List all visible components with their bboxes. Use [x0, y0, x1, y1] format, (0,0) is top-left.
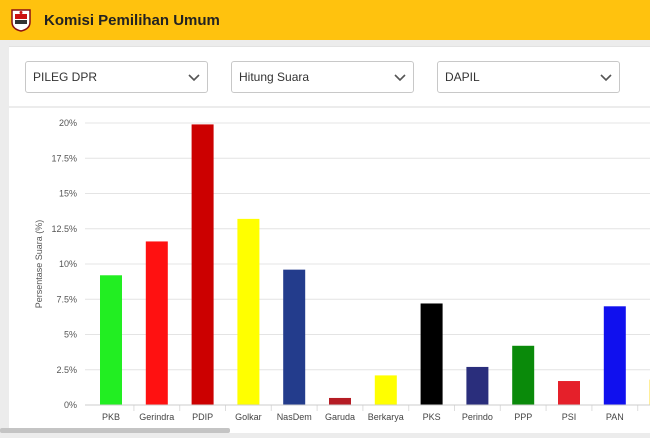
election-type-value: PILEG DPR	[33, 70, 97, 84]
bar-berkarya	[375, 375, 397, 405]
y-tick-label: 10%	[59, 259, 77, 269]
y-tick-label: 12.5%	[51, 224, 77, 234]
bar-pks	[421, 303, 443, 405]
x-tick-label: PAN	[606, 412, 624, 422]
bar-garuda	[329, 398, 351, 405]
y-axis-label: Persentase Suara (%)	[34, 220, 44, 309]
kpu-logo-icon	[10, 8, 32, 32]
y-tick-label: 5%	[64, 330, 77, 340]
bar-nasdem	[283, 270, 305, 405]
horizontal-scrollbar[interactable]	[0, 428, 230, 433]
x-tick-label: PPP	[514, 412, 532, 422]
bar-perindo	[466, 367, 488, 405]
y-tick-label: 20%	[59, 118, 77, 128]
x-tick-label: PDIP	[192, 412, 213, 422]
election-type-select[interactable]: PILEG DPR	[25, 61, 208, 93]
y-tick-label: 0%	[64, 400, 77, 410]
x-tick-label: Garuda	[325, 412, 355, 422]
vote-share-chart: 0% 2.5% 5% 7.5% 10% 12.5% 15% 17.5% 20% Persentas…	[9, 108, 650, 433]
x-tick-label: PKB	[102, 412, 120, 422]
x-tick-label: PKS	[423, 412, 441, 422]
x-tick-label: Perindo	[462, 412, 493, 422]
x-tick-label: Gerindra	[139, 412, 174, 422]
count-type-value: Hitung Suara	[239, 70, 309, 84]
count-type-select[interactable]: Hitung Suara	[231, 61, 414, 93]
bar-pan	[604, 306, 626, 405]
bar-ppp	[512, 346, 534, 405]
x-tick-label: Golkar	[235, 412, 262, 422]
bar-gerindra	[146, 241, 168, 405]
x-tick-label: PSI	[562, 412, 577, 422]
bar-golkar	[237, 219, 259, 405]
bar-pdip	[192, 124, 214, 405]
bar-psi	[558, 381, 580, 405]
chart-panel: 0% 2.5% 5% 7.5% 10% 12.5% 15% 17.5% 20% Persentas…	[9, 108, 650, 433]
y-tick-label: 7.5%	[56, 294, 77, 304]
y-tick-label: 2.5%	[56, 365, 77, 375]
bar-pkb	[100, 275, 122, 405]
dapil-select[interactable]: DAPIL	[437, 61, 620, 93]
x-tick-label: Berkarya	[368, 412, 404, 422]
chevron-down-icon	[598, 69, 614, 85]
dapil-value: DAPIL	[445, 70, 480, 84]
chevron-down-icon	[392, 69, 408, 85]
y-tick-label: 15%	[59, 189, 77, 199]
x-tick-label: NasDem	[277, 412, 312, 422]
y-tick-label: 17.5%	[51, 153, 77, 163]
chevron-down-icon	[186, 69, 202, 85]
page-title: Komisi Pemilihan Umum	[44, 12, 220, 29]
filter-bar: PILEG DPR Hitung Suara DAPIL	[9, 46, 650, 106]
app-header: Komisi Pemilihan Umum	[0, 0, 650, 40]
